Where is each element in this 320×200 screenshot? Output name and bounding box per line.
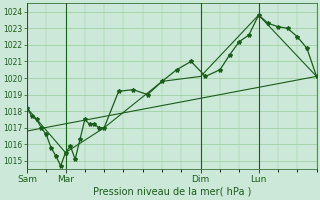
X-axis label: Pression niveau de la mer( hPa ): Pression niveau de la mer( hPa ) [92,187,251,197]
